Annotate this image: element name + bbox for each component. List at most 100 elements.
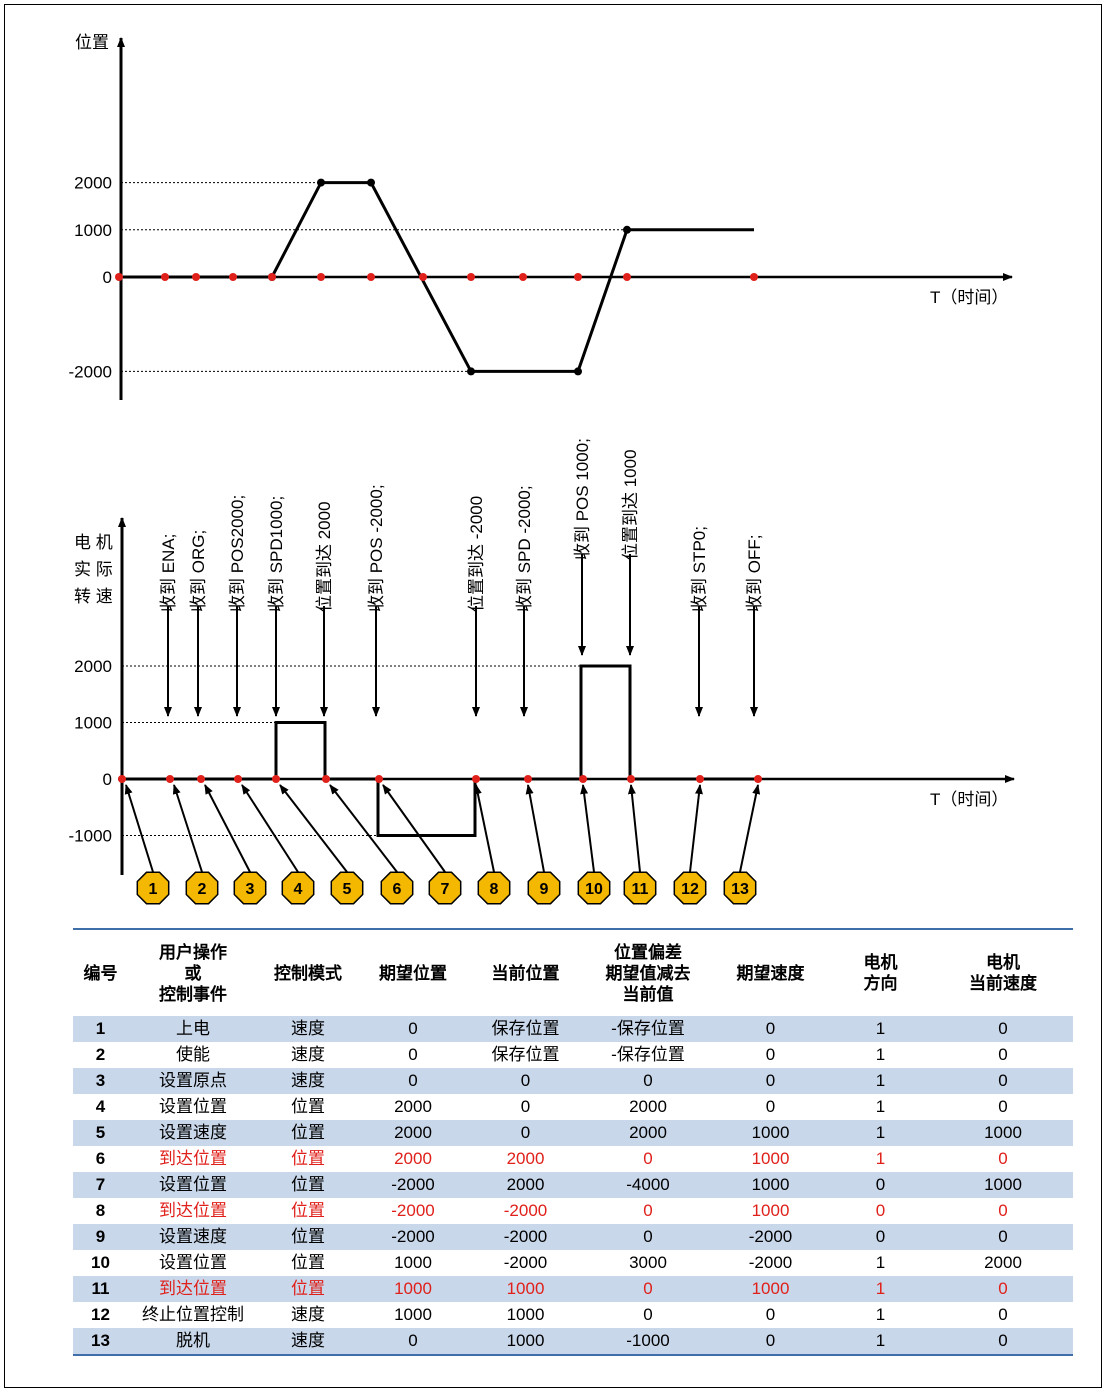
table-cell: 12 — [91, 1305, 110, 1324]
event-marker-badge — [330, 871, 364, 905]
event-point — [197, 775, 205, 783]
table-cell: -2000 — [358, 1172, 468, 1198]
event-marker-number: 4 — [294, 881, 303, 898]
header-line: 控制模式 — [274, 963, 342, 983]
table-cell: 上电 — [128, 1016, 258, 1042]
command-label: 位置到达 2000 — [315, 501, 334, 612]
marker-pointer — [172, 784, 203, 873]
event-point — [623, 273, 631, 281]
table-cell: 设置原点 — [128, 1068, 258, 1094]
event-marker-badge — [723, 871, 757, 905]
table-cell: 0 — [933, 1068, 1073, 1094]
table-cell: 0 — [933, 1276, 1073, 1302]
table-cell: 速度 — [258, 1016, 358, 1042]
table-header-cell: 电机 方向 — [828, 928, 933, 1016]
header-line: 位置偏差 — [614, 942, 682, 962]
table-header-cell: 期望速度 — [713, 928, 828, 1016]
event-point — [367, 273, 375, 281]
y-tick-label: 0 — [103, 268, 112, 287]
diagram-canvas: 位置 T（时间） 2000 1000 0 -2000 电 机实 际转 速 T（时间） 2000… — [69, 33, 1015, 905]
event-marker-badge — [185, 871, 219, 905]
position-corner-point — [623, 225, 631, 234]
table-row: 11 到达位置 位置 1000 1000 0 1000 1 0 — [73, 1276, 1073, 1302]
table-cell: 8 — [95, 1201, 106, 1220]
table-row: 7 设置位置 位置 -2000 2000 -4000 1000 0 1000 — [73, 1172, 1073, 1198]
event-point — [234, 775, 242, 783]
table-cell: 1000 — [751, 1149, 790, 1168]
table-header-cell: 当前位置 — [468, 928, 583, 1016]
table-cell: 1000 — [933, 1172, 1073, 1198]
table-cell: -保存位置 — [583, 1016, 713, 1042]
table-row: 1 上电 速度 0 保存位置 -保存位置 0 1 0 — [73, 1016, 1073, 1042]
table-cell: 2000 — [629, 1097, 667, 1116]
position-corner-point — [574, 367, 582, 376]
command-label: 收到 POS 1000; — [573, 438, 592, 560]
table-cell: 5 — [73, 1120, 128, 1146]
table-cell: 2 — [95, 1045, 106, 1064]
table-header-cell: 电机 当前速度 — [933, 928, 1073, 1016]
table-cell: 0 — [358, 1068, 468, 1094]
event-marker-number: 3 — [246, 881, 255, 898]
event-point — [375, 775, 383, 783]
event-marker-number: 5 — [343, 881, 352, 898]
event-marker-badge — [281, 871, 315, 905]
y-tick-label: 1000 — [74, 714, 112, 733]
header-line: 电机 — [863, 953, 898, 972]
table-cell: 0 — [358, 1016, 468, 1042]
table-body: 1 上电 速度 0 保存位置 -保存位置 0 1 0 2 使能 速度 0 保存位置 -保存位置 0 1 0 3 设置原… — [73, 1016, 1073, 1356]
y-axis-label: 实 际 — [74, 560, 113, 579]
table-cell: 到达位置 — [128, 1276, 258, 1302]
event-marker-number: 11 — [632, 881, 649, 898]
command-label: 收到 SPD -2000; — [515, 485, 534, 612]
table-cell: 2000 — [583, 1120, 713, 1146]
event-marker-badge — [136, 871, 170, 905]
header-line: 当前位置 — [491, 963, 560, 983]
table-cell: 1000 — [751, 1201, 790, 1220]
table-cell: -4000 — [583, 1172, 713, 1198]
table-header-cell: 期望位置 — [358, 928, 468, 1016]
table-cell: 0 — [998, 1045, 1008, 1064]
table-cell: 4 — [95, 1097, 106, 1116]
event-marker-number: 2 — [198, 881, 207, 898]
marker-pointer — [329, 784, 398, 873]
table-header-row: 编号 用户操作或控制事件 控制模式 期望位置 当前位置 位置偏差 期望值减去 当前值 期望速度电… — [73, 928, 1073, 1016]
event-point — [192, 273, 200, 281]
table-cell: 0 — [875, 1201, 886, 1220]
table-cell: 位置 — [258, 1120, 358, 1146]
table-cell: 设置位置 — [159, 1253, 227, 1272]
table-cell: 位置 — [291, 1201, 325, 1220]
event-marker-badge — [233, 871, 267, 905]
table-cell: 2000 — [506, 1149, 545, 1168]
event-marker-number: 7 — [441, 881, 450, 898]
table-cell: -2000 — [503, 1201, 548, 1220]
event-point — [754, 775, 762, 783]
position-line — [119, 181, 754, 373]
table-cell: 0 — [998, 1305, 1008, 1324]
y-tick-label: 0 — [103, 770, 112, 789]
table-cell: 1000 — [713, 1120, 828, 1146]
table-cell: 6 — [95, 1149, 106, 1168]
table-cell: 0 — [765, 1305, 776, 1324]
table-cell: 0 — [765, 1045, 776, 1064]
event-point — [579, 775, 587, 783]
table-cell: 11 — [73, 1276, 128, 1302]
event-point — [574, 273, 582, 281]
table-cell: 设置位置 — [128, 1172, 258, 1198]
table-cell: 位置 — [291, 1097, 325, 1116]
table-cell: 0 — [713, 1328, 828, 1356]
table-cell: 2000 — [358, 1120, 468, 1146]
table-cell: 10 — [91, 1253, 110, 1272]
table-row: 5 设置速度 位置 2000 0 2000 1000 1 1000 — [73, 1120, 1073, 1146]
event-point — [272, 775, 280, 783]
table-cell: 保存位置 — [491, 1045, 560, 1064]
event-point — [268, 273, 276, 281]
table-cell: 3000 — [629, 1253, 667, 1272]
table-cell: 速度 — [291, 1305, 325, 1324]
command-label: 收到 STP0; — [690, 526, 709, 612]
table-cell: 1000 — [933, 1120, 1073, 1146]
table-cell: 使能 — [176, 1045, 210, 1064]
table-cell: 0 — [828, 1172, 933, 1198]
table-cell: 1000 — [394, 1305, 432, 1324]
table-row: 8 到达位置 位置 -2000 -2000 0 1000 0 0 — [73, 1198, 1073, 1224]
event-point — [161, 273, 169, 281]
